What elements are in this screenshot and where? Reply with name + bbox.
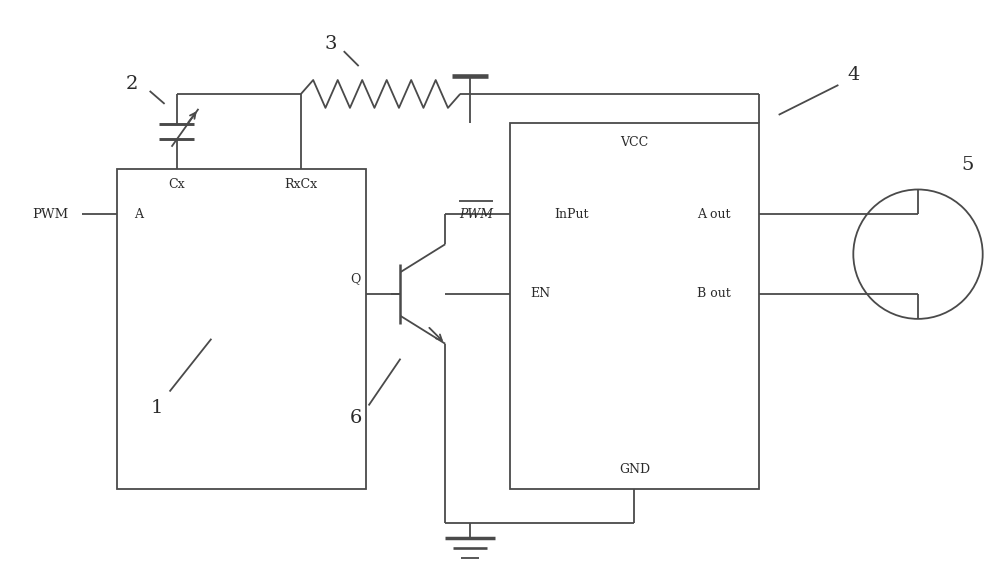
- Text: 6: 6: [350, 409, 362, 427]
- Text: B out: B out: [697, 287, 731, 301]
- Text: 5: 5: [962, 155, 974, 173]
- Text: EN: EN: [530, 287, 550, 301]
- Text: 4: 4: [847, 66, 859, 84]
- Text: VCC: VCC: [620, 136, 648, 150]
- Text: InPut: InPut: [555, 208, 589, 221]
- Text: 2: 2: [126, 75, 138, 93]
- Text: Cx: Cx: [168, 178, 185, 191]
- Bar: [510, 123, 759, 489]
- Text: A out: A out: [697, 208, 731, 221]
- Text: GND: GND: [619, 463, 650, 475]
- Text: RxCx: RxCx: [284, 178, 318, 191]
- Text: PWM: PWM: [459, 208, 493, 221]
- Text: A: A: [134, 208, 143, 221]
- Text: 1: 1: [150, 399, 163, 418]
- Text: Q: Q: [351, 273, 361, 286]
- Bar: [117, 169, 366, 489]
- Text: PWM: PWM: [32, 208, 68, 221]
- Text: 3: 3: [325, 35, 337, 53]
